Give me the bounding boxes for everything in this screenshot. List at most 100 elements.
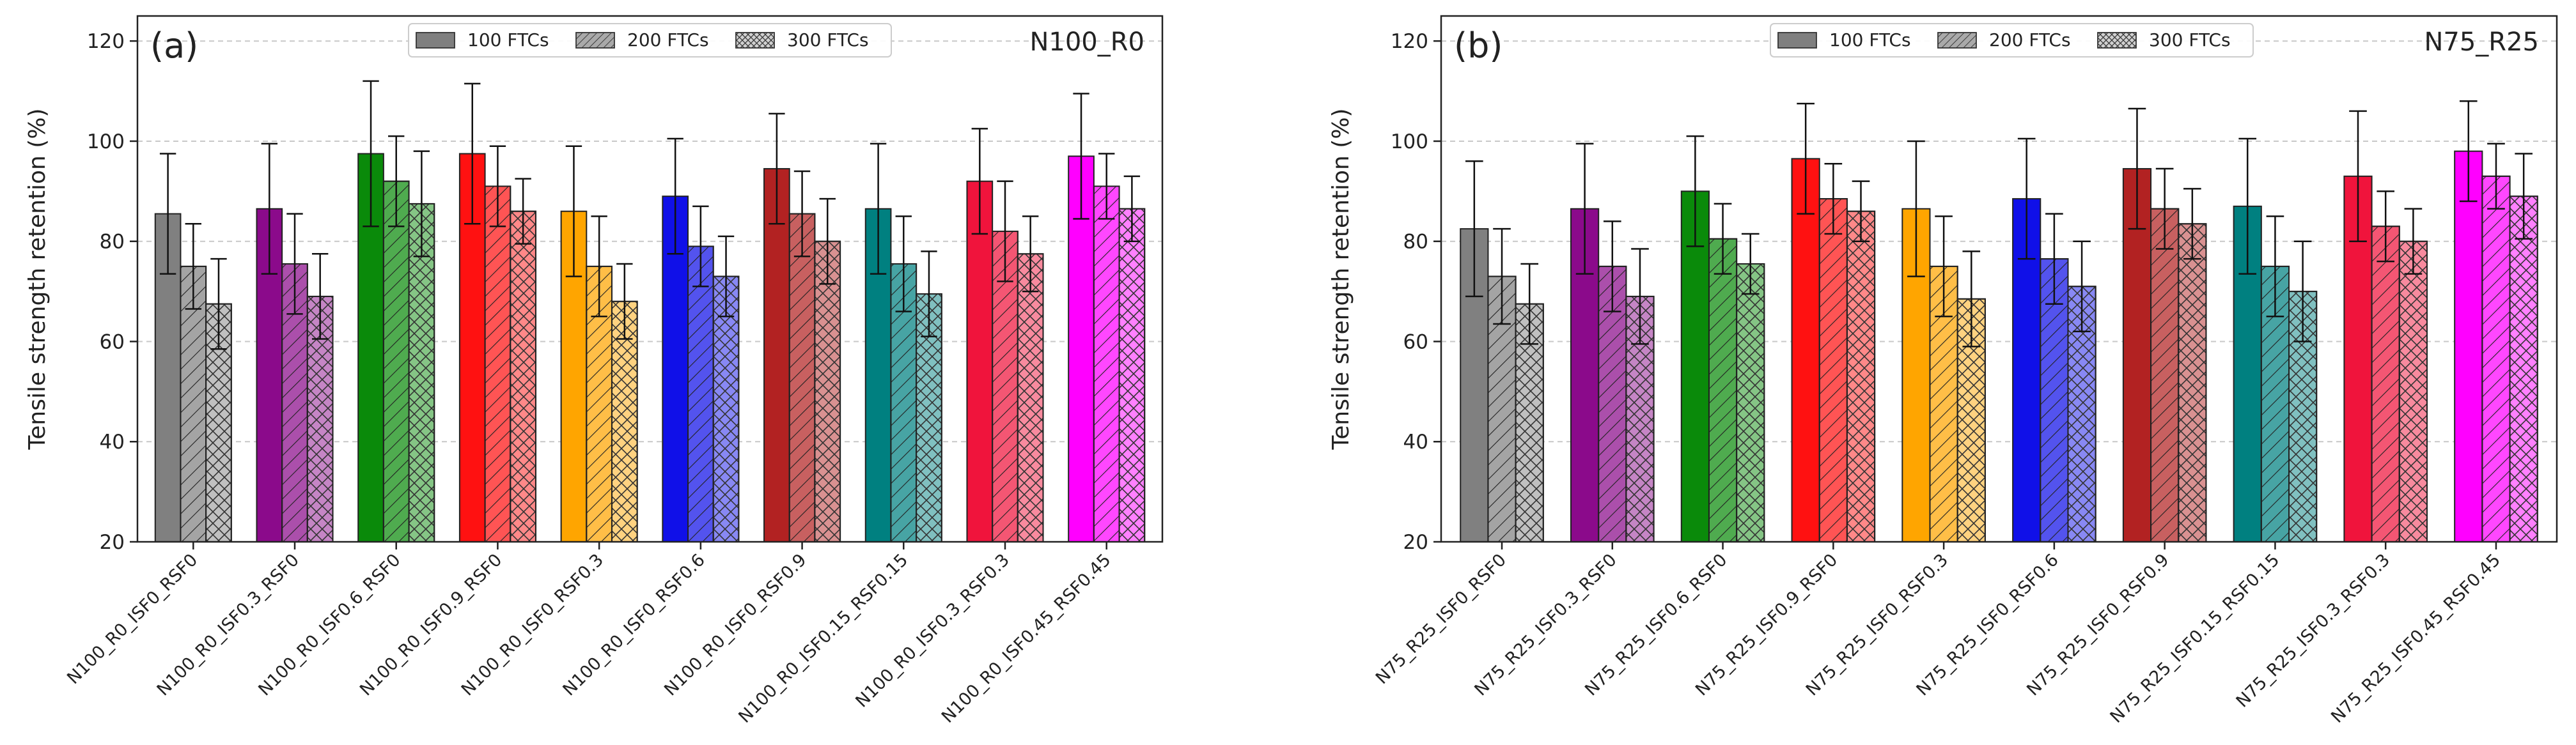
error-bar-n75-r25-isf0-9-rsf0-100-ftcs xyxy=(1797,102,1815,215)
bar-pattern xyxy=(2150,208,2180,542)
bars xyxy=(154,80,1146,543)
error-bar-n75-r25-isf0-rsf0-6-200-ftcs xyxy=(2045,213,2063,305)
bar-n100-r0-isf0-rsf0-6-200-ftcs xyxy=(687,245,714,542)
error-bar-n100-r0-isf0-9-rsf0-300-ftcs xyxy=(515,178,531,245)
bar-pattern xyxy=(1093,185,1120,542)
error-bar-n100-r0-isf0-3-rsf0-3-100-ftcs xyxy=(971,128,988,235)
legend: 100 FTCs 200 FTCs 300 FTCs xyxy=(408,23,892,58)
error-bar-n75-r25-isf0-9-rsf0-300-ftcs xyxy=(1852,180,1870,242)
bar-n100-r0-isf0-3-rsf0-3-100-ftcs xyxy=(966,180,994,542)
bar-n100-r0-isf0-rsf0-9-300-ftcs xyxy=(814,240,841,542)
bar-pattern xyxy=(611,300,638,542)
bar-n75-r25-isf0-rsf0-6-200-ftcs xyxy=(2040,258,2069,542)
error-bar-n100-r0-isf0-rsf0-200-ftcs xyxy=(185,223,201,310)
legend: 100 FTCs 200 FTCs 300 FTCs xyxy=(1770,23,2254,58)
error-bar-n100-r0-isf0-6-rsf0-100-ftcs xyxy=(363,80,379,227)
error-bar-n100-r0-isf0-3-rsf0-3-200-ftcs xyxy=(997,180,1013,282)
error-bar-n75-r25-isf0-15-rsf0-15-200-ftcs xyxy=(2266,215,2284,318)
error-bar-n75-r25-isf0-rsf0-300-ftcs xyxy=(1520,263,1539,345)
bar-pattern xyxy=(1708,238,1738,542)
bar-n100-r0-isf0-45-rsf0-45-300-ftcs xyxy=(1118,208,1146,542)
bar-pattern xyxy=(1846,210,1876,542)
error-bar-n100-r0-isf0-rsf0-6-200-ftcs xyxy=(692,205,709,288)
y-tick-label: 120 xyxy=(1391,30,1428,53)
bar-pattern xyxy=(788,213,816,543)
panel-b: Tensile strength retention (%) 20 40 60 80 1… xyxy=(1328,15,2558,727)
x-ticks: N75_R25_ISF0_RSF0N75_R25_ISF0.3_RSF0N75_… xyxy=(1372,542,2504,727)
error-bar-n75-r25-isf0-rsf0-6-300-ftcs xyxy=(2073,240,2091,333)
y-tick-label: 120 xyxy=(87,30,125,53)
bar-pattern xyxy=(814,240,841,542)
bar-n75-r25-isf0-3-rsf0-200-ftcs xyxy=(1598,265,1627,542)
error-bar-n100-r0-isf0-rsf0-300-ftcs xyxy=(210,257,227,350)
bar-n100-r0-isf0-9-rsf0-300-ftcs xyxy=(510,210,536,542)
plot-frame xyxy=(1440,15,2558,543)
error-bar-n75-r25-isf0-45-rsf0-45-200-ftcs xyxy=(2487,142,2505,210)
error-bar-n100-r0-isf0-6-rsf0-200-ftcs xyxy=(388,135,405,227)
y-tick-label: 80 xyxy=(1403,231,1428,254)
error-bar-n75-r25-isf0-3-rsf0-3-100-ftcs xyxy=(2349,110,2367,242)
bar-n100-r0-isf0-6-rsf0-200-ftcs xyxy=(382,180,410,542)
error-bar-n75-r25-isf0-rsf0-200-ftcs xyxy=(1493,227,1511,325)
error-bar-n100-r0-isf0-rsf0-9-100-ftcs xyxy=(769,112,785,225)
bar-pattern xyxy=(2371,226,2400,542)
error-bar-n100-r0-isf0-rsf0-9-300-ftcs xyxy=(819,197,836,285)
bar-pattern xyxy=(1017,253,1044,542)
error-bar-n100-r0-isf0-rsf0-3-200-ftcs xyxy=(591,215,607,318)
panel-a: Tensile strength retention (%) 20 40 60 80 1… xyxy=(24,15,1164,727)
error-bar-n75-r25-isf0-rsf0-6-100-ftcs xyxy=(2017,137,2036,260)
x-tick-label: N100_R0_ISF0.15_RSF0.15 xyxy=(735,550,912,727)
legend-label-100-ftcs: 100 FTCs xyxy=(1829,29,1911,50)
error-bar-n75-r25-isf0-3-rsf0-300-ftcs xyxy=(1631,248,1649,345)
error-bar-n75-r25-isf0-45-rsf0-45-100-ftcs xyxy=(2459,100,2478,203)
y-tick-label: 80 xyxy=(100,231,125,254)
bar-n75-r25-isf0-45-rsf0-45-100-ftcs xyxy=(2454,150,2483,542)
bar-pattern xyxy=(382,180,410,542)
legend-label-300-ftcs: 300 FTCs xyxy=(2149,29,2231,50)
bar-pattern xyxy=(408,203,435,542)
error-bar-n100-r0-isf0-3-rsf0-300-ftcs xyxy=(311,253,329,340)
y-tick-label: 60 xyxy=(100,330,125,353)
legend-swatch-100-ftcs xyxy=(416,32,455,49)
error-bar-n100-r0-isf0-45-rsf0-45-200-ftcs xyxy=(1098,153,1115,220)
error-bar-n100-r0-isf0-9-rsf0-200-ftcs xyxy=(489,145,506,227)
error-bar-n75-r25-isf0-rsf0-9-200-ftcs xyxy=(2155,167,2174,250)
legend-box xyxy=(408,23,892,58)
error-bar-n75-r25-isf0-rsf0-3-100-ftcs xyxy=(1907,140,1925,277)
error-bar-n75-r25-isf0-rsf0-3-200-ftcs xyxy=(1935,215,1953,318)
legend-swatch-300-ftcs xyxy=(735,32,775,49)
bar-pattern xyxy=(1818,198,1848,543)
y-tick-label: 40 xyxy=(1403,431,1428,454)
error-bar-n75-r25-isf0-45-rsf0-45-300-ftcs xyxy=(2515,153,2533,240)
error-bar-n100-r0-isf0-rsf0-3-100-ftcs xyxy=(565,145,582,277)
bar-n75-r25-isf0-6-rsf0-300-ftcs xyxy=(1736,263,1765,542)
bar-pattern xyxy=(2509,196,2538,542)
error-bar-n75-r25-isf0-rsf0-9-300-ftcs xyxy=(2183,188,2201,260)
y-tick-label: 40 xyxy=(100,431,125,454)
y-tick-label: 100 xyxy=(87,130,125,153)
error-bar-n100-r0-isf0-15-rsf0-15-300-ftcs xyxy=(921,250,937,337)
legend-swatch-300-ftcs xyxy=(2097,32,2137,49)
error-bar-n75-r25-isf0-rsf0-100-ftcs xyxy=(1465,160,1483,298)
panel-label: (b) xyxy=(1454,26,1503,66)
bar-n75-r25-isf0-9-rsf0-300-ftcs xyxy=(1846,210,1876,542)
y-ticks: 20 40 60 80 100 120 xyxy=(87,30,137,554)
bar-fill xyxy=(2454,150,2483,542)
x-tick-label: N100_R0_ISF0.45_RSF0.45 xyxy=(938,550,1115,727)
error-bar-n75-r25-isf0-3-rsf0-100-ftcs xyxy=(1575,142,1594,275)
legend-label-100-ftcs: 100 FTCs xyxy=(467,29,549,50)
plot-frame xyxy=(136,15,1164,543)
bar-fill xyxy=(966,180,994,542)
error-bar-n75-r25-isf0-6-rsf0-300-ftcs xyxy=(1741,233,1760,295)
bar-n100-r0-isf0-rsf0-9-100-ftcs xyxy=(763,168,790,542)
error-bar-n75-r25-isf0-15-rsf0-15-100-ftcs xyxy=(2238,137,2257,275)
error-bar-n100-r0-isf0-45-rsf0-45-300-ftcs xyxy=(1123,175,1141,242)
x-ticks: N100_R0_ISF0_RSF0N100_R0_ISF0.3_RSF0N100… xyxy=(63,542,1115,727)
bar-n75-r25-isf0-45-rsf0-45-300-ftcs xyxy=(2509,196,2538,542)
legend-label-200-ftcs: 200 FTCs xyxy=(627,29,709,50)
panel-label: (a) xyxy=(150,26,198,66)
y-tick-label: 100 xyxy=(1391,130,1428,153)
bar-n100-r0-isf0-rsf0-6-100-ftcs xyxy=(662,196,689,542)
bar-n75-r25-isf0-rsf0-9-200-ftcs xyxy=(2150,208,2180,542)
